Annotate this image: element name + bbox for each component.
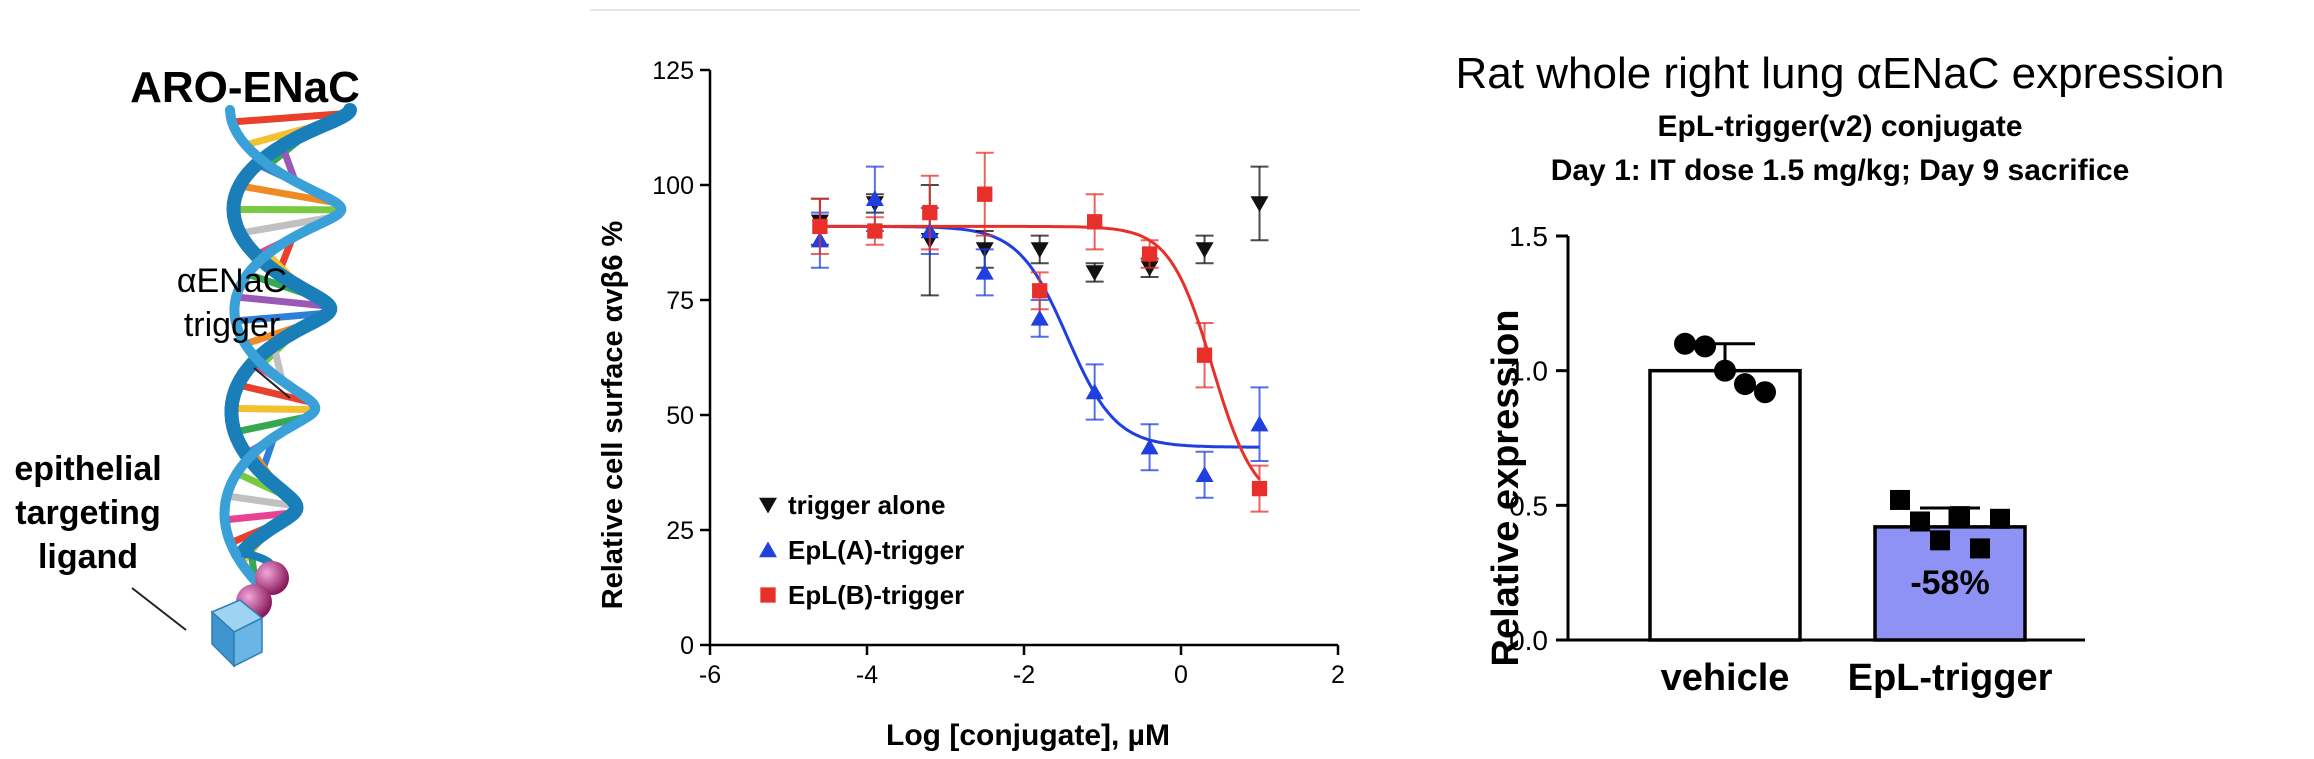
- c1-legend: trigger alone EpL(A)-trigger EpL(B)-trigge…: [759, 490, 964, 610]
- c1-point-2: [977, 186, 993, 202]
- ligand-ball-upper: [255, 561, 289, 595]
- c2-category-label-0: vehicle: [1661, 657, 1790, 699]
- label-trigger-line1: αENaC: [177, 262, 287, 300]
- c1-legend-marker-1: [759, 541, 777, 558]
- c2-subtitle-line1: EpL-trigger(v2) conjugate: [1657, 110, 2022, 143]
- c1-y-tick-label: 0: [680, 632, 694, 660]
- c1-point-1: [1250, 415, 1269, 432]
- c2-point-circle: [1714, 359, 1736, 382]
- helix-rung: [234, 381, 316, 407]
- c2-point-circle: [1734, 373, 1756, 396]
- c1-y-tick-label: 25: [666, 517, 694, 545]
- c1-y-tick-label: 75: [666, 287, 694, 315]
- c1-point-2: [1141, 246, 1158, 262]
- c2-point-square: [1970, 538, 1990, 559]
- c1-point-2: [1196, 347, 1213, 363]
- c1-point-2: [867, 223, 883, 239]
- label-ligand-line3: ligand: [38, 538, 138, 576]
- c1-x-tick-label: -4: [856, 661, 878, 689]
- c2-subtitle-line2: Day 1: IT dose 1.5 mg/kg; Day 9 sacrific…: [1551, 154, 2130, 187]
- c1-point-1: [1140, 438, 1159, 455]
- c1-x-tick-label: 0: [1174, 661, 1188, 689]
- c2-point-square: [1910, 511, 1930, 532]
- c2-point-square: [1930, 530, 1950, 551]
- expression-bar-chart: Rat whole right lung αENaC expression Ep…: [1456, 49, 2225, 699]
- c1-point-2: [922, 204, 938, 221]
- c1-y-axis-label: Relative cell surface αvβ6 %: [597, 221, 629, 610]
- c1-point-0: [1250, 196, 1269, 212]
- c1-point-1: [865, 190, 884, 206]
- c1-x-tick-label: -6: [699, 661, 721, 689]
- c1-point-1: [975, 263, 994, 280]
- diagram-title: ARO-ENaC: [130, 63, 360, 112]
- c2-point-square: [1990, 508, 2010, 529]
- c2-y-axis-label: Relative expression: [1485, 310, 1527, 667]
- c2-point-square: [1950, 506, 1970, 527]
- c2-bar-0: [1648, 368, 1802, 642]
- c2-point-circle: [1754, 381, 1776, 404]
- helix-rung: [236, 182, 340, 207]
- c1-legend-label-2: EpL(B)-trigger: [788, 580, 964, 610]
- c1-axes: 0 25 50 75 100 125 -6 -4 -2 0 2: [652, 57, 1345, 689]
- c2-y-tick-label: 0.5: [1509, 490, 1548, 521]
- label-ligand-line2: targeting: [15, 494, 160, 532]
- c1-point-1: [1085, 383, 1104, 400]
- helix-rung: [223, 492, 300, 510]
- c1-point-2: [1251, 480, 1268, 497]
- c2-y-tick-label: 0.0: [1509, 625, 1548, 656]
- c1-point-0: [1195, 242, 1214, 258]
- helix-rung: [228, 404, 319, 414]
- helix-rung: [228, 109, 352, 126]
- c2-point-circle: [1674, 332, 1696, 355]
- c1-legend-marker-2: [760, 587, 776, 603]
- c1-data-points: [810, 151, 1269, 513]
- c1-y-tick-label: 125: [652, 57, 694, 85]
- label-trigger-line2: trigger: [184, 306, 280, 344]
- c2-category-label-1: EpL-trigger: [1848, 657, 2053, 699]
- c1-point-0: [1085, 265, 1104, 281]
- c1-point-0: [1030, 242, 1049, 258]
- c1-x-axis-label: Log [conjugate], µM: [886, 719, 1170, 752]
- helix-strand-b: [219, 105, 347, 593]
- ligand-cube-icon: [210, 599, 264, 668]
- c1-fit-curve-2: [819, 224, 1261, 481]
- c1-y-tick-label: 100: [652, 172, 694, 200]
- c1-fit-curves: [819, 224, 1261, 481]
- c1-legend-label-1: EpL(A)-trigger: [788, 535, 964, 565]
- trigger-pointer: [253, 367, 291, 399]
- c2-point-circle: [1694, 335, 1716, 358]
- helix-rung: [232, 293, 334, 310]
- c2-point-square: [1890, 489, 1910, 510]
- c1-point-2: [1087, 214, 1103, 230]
- label-ligand-line1: epithelial: [14, 450, 161, 488]
- helix-strand-a: [224, 103, 357, 560]
- ligand-pointer: [131, 587, 187, 631]
- aro-enac-diagram: ARO-ENaC αENaC trigger epithelial target…: [14, 63, 360, 668]
- c1-point-1: [1195, 466, 1214, 482]
- c1-legend-label-0: trigger alone: [788, 490, 945, 520]
- c1-point-1: [1030, 309, 1049, 326]
- c2-y-tick-label: 1.0: [1509, 356, 1548, 387]
- c2-bar-annotation: -58%: [1910, 564, 1989, 602]
- c1-point-2: [812, 218, 828, 235]
- c1-x-tick-label: 2: [1331, 661, 1345, 689]
- helix-rung: [231, 309, 332, 325]
- dose-response-chart: 0 25 50 75 100 125 -6 -4 -2 0 2 Log [conjugate], µ…: [590, 9, 1360, 752]
- c2-bars: vehicle EpL-trigger -58%: [1648, 332, 2053, 699]
- dna-helix-illustration: [219, 103, 357, 593]
- c1-point-2: [1032, 283, 1048, 299]
- c1-y-tick-label: 50: [666, 402, 694, 430]
- c2-y-tick-label: 1.5: [1509, 221, 1548, 252]
- c2-title: Rat whole right lung αENaC expression: [1456, 49, 2225, 98]
- c1-x-tick-label: -2: [1013, 661, 1035, 689]
- c1-legend-marker-0: [759, 497, 777, 514]
